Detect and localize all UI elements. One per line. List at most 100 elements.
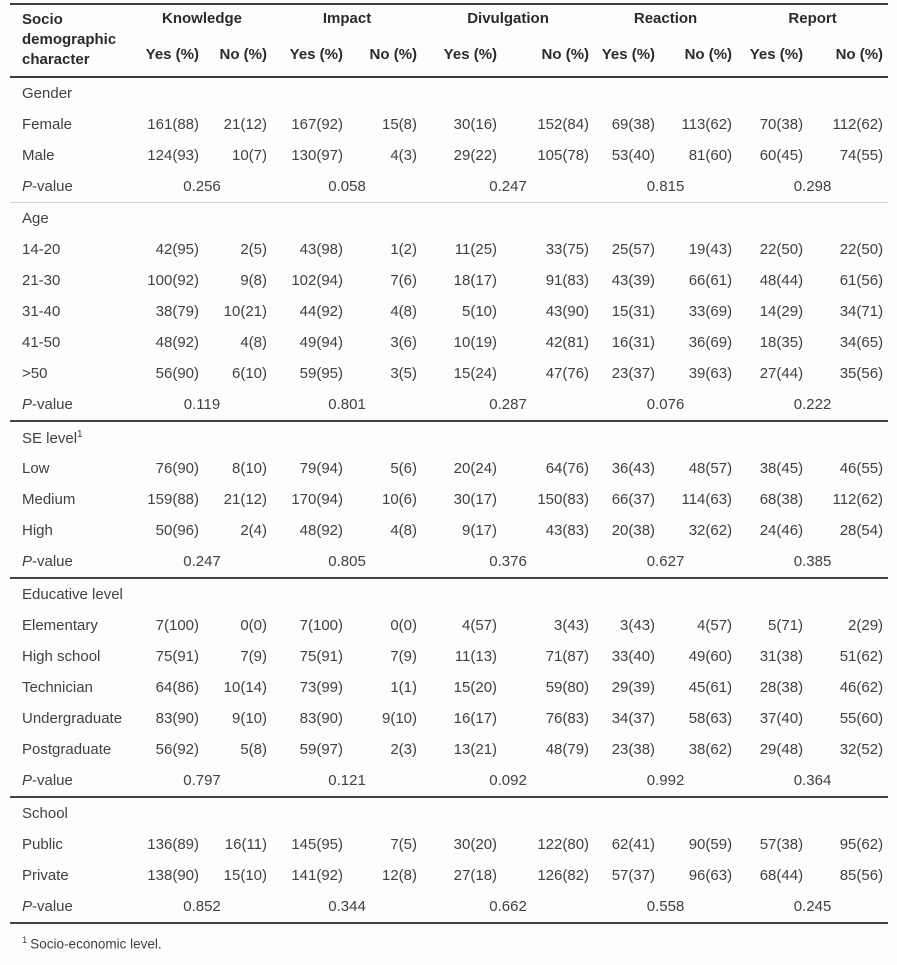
column-header-socio-demographic: Socio demographic character (22, 11, 117, 68)
sociodemographic-table: Socio demographic character Knowledge Im… (10, 3, 889, 924)
cell-value: 15(10) (223, 867, 268, 884)
table-row: Public 136(89) 16(11) 145(95) 7(5) 30(20) 122(… (10, 829, 888, 860)
cell-value: 36(43) (611, 460, 656, 477)
p-value-cell: 0.245 (737, 891, 889, 924)
cell-value: 28(54) (839, 522, 884, 539)
cell-value: 22(50) (839, 241, 884, 258)
cell-value: 48(79) (545, 741, 590, 758)
cell-value: 7(5) (390, 836, 418, 853)
section-name: Educative level (22, 586, 123, 603)
row-label: Female (22, 116, 73, 133)
table-row: Private 138(90) 15(10) 141(92) 12(8) 27(18) 12… (10, 860, 888, 891)
cell-value: 58(63) (688, 710, 733, 727)
p-value-cell: 0.287 (422, 389, 595, 422)
section-header-row: SE level1 (10, 421, 888, 453)
p-value-cell: 0.344 (272, 891, 423, 924)
group-header-reaction: Reaction (633, 10, 698, 27)
cell-value: 112(62) (832, 491, 884, 508)
p-value-label: P-value (10, 389, 132, 422)
cell-value: 14(29) (759, 303, 804, 320)
cell-value: 29(39) (611, 679, 656, 696)
cell-value: 24(46) (759, 522, 804, 539)
cell-value: 59(95) (299, 365, 344, 382)
subheader-reaction-yes: Yes (%) (601, 45, 656, 63)
table-row: Technician 64(86) 10(14) 73(99) 1(1) 15(20) 59… (10, 672, 888, 703)
cell-value: 136(89) (147, 836, 199, 853)
p-value-cell: 0.558 (594, 891, 738, 924)
p-value-cell: 0.385 (737, 546, 889, 579)
cell-value: 23(38) (611, 741, 656, 758)
cell-value: 38(79) (155, 303, 199, 320)
cell-value: 34(37) (611, 710, 656, 727)
p-value-label: P-value (10, 171, 132, 203)
cell-value: 27(44) (759, 365, 804, 382)
cell-value: 95(62) (839, 836, 884, 853)
table-row: Low 76(90) 8(10) 79(94) 5(6) 20(24) 64(76) 36(4… (10, 453, 888, 484)
cell-value: 75(91) (299, 648, 344, 665)
cell-value: 138(90) (147, 867, 199, 884)
subheader-report-yes: Yes (%) (749, 45, 804, 63)
section-header-row: Educative level (10, 578, 888, 610)
cell-value: 96(63) (688, 867, 733, 884)
cell-value: 29(48) (759, 741, 804, 758)
cell-value: 90(59) (688, 836, 733, 853)
cell-value: 10(21) (223, 303, 268, 320)
cell-value: 126(82) (537, 867, 590, 884)
p-value-cell: 0.852 (132, 891, 273, 924)
group-header-report: Report (788, 10, 837, 27)
cell-value: 39(63) (688, 365, 733, 382)
subheader-divulgation-yes: Yes (%) (443, 45, 498, 63)
p-value-label: P-value (10, 891, 132, 924)
cell-value: 68(44) (759, 867, 804, 884)
subheader-report-no: No (%) (835, 45, 884, 63)
row-label: 41-50 (22, 334, 61, 351)
p-value-row: P-value 0.119 0.801 0.287 0.076 0.222 (10, 389, 889, 422)
cell-value: 2(3) (390, 741, 418, 758)
p-value-cell: 0.376 (422, 546, 595, 579)
cell-value: 20(24) (453, 460, 498, 477)
cell-value: 5(10) (462, 303, 498, 320)
cell-value: 38(62) (688, 741, 733, 758)
cell-value: 22(50) (759, 241, 804, 258)
row-label: Undergraduate (22, 710, 123, 727)
p-value-cell: 0.364 (737, 765, 889, 798)
cell-value: 122(80) (537, 836, 590, 853)
cell-value: 5(8) (240, 741, 268, 758)
group-header-impact: Impact (322, 10, 372, 27)
cell-value: 18(35) (759, 334, 804, 351)
subheader-knowledge-yes: Yes (%) (145, 45, 199, 63)
cell-value: 7(6) (390, 272, 418, 289)
row-label: 14-20 (22, 241, 61, 258)
p-italic: P (22, 772, 33, 789)
cell-value: 36(69) (688, 334, 733, 351)
cell-value: 42(95) (155, 241, 199, 258)
cell-value: 3(6) (390, 334, 418, 351)
p-value-cell: 0.247 (132, 546, 273, 579)
p-value-cell: 0.058 (272, 171, 423, 203)
cell-value: 4(57) (462, 617, 498, 634)
cell-value: 124(93) (147, 147, 199, 164)
section-header-row: Gender (10, 77, 888, 109)
row-label: 31-40 (22, 303, 61, 320)
row-label: Postgraduate (22, 741, 112, 758)
table-row: 41-50 48(92) 4(8) 49(94) 3(6) 10(19) 42(81) 16(… (10, 327, 888, 358)
cell-value: 10(6) (382, 491, 418, 508)
cell-value: 2(4) (240, 522, 268, 539)
cell-value: 73(99) (299, 679, 344, 696)
p-value-cell: 0.627 (594, 546, 738, 579)
cell-value: 170(94) (291, 491, 344, 508)
cell-value: 43(90) (545, 303, 590, 320)
cell-value: 66(37) (611, 491, 656, 508)
cell-value: 21(12) (223, 116, 268, 133)
cell-value: 9(10) (382, 710, 418, 727)
p-value-cell: 0.801 (272, 389, 423, 422)
subheader-impact-no: No (%) (369, 45, 418, 63)
footnote-text: Socio-economic level. (30, 936, 162, 952)
cell-value: 66(61) (688, 272, 733, 289)
cell-value: 48(92) (299, 522, 344, 539)
row-label: Elementary (22, 617, 98, 634)
p-value-cell: 0.222 (737, 389, 889, 422)
cell-value: 5(71) (768, 617, 804, 634)
cell-value: 81(60) (688, 147, 733, 164)
p-value-row: P-value 0.247 0.805 0.376 0.627 0.385 (10, 546, 889, 579)
